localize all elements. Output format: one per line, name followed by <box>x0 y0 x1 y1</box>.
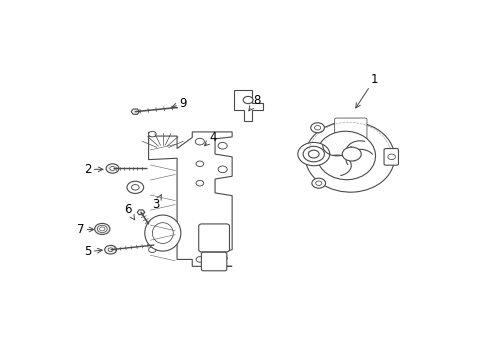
Circle shape <box>148 131 156 137</box>
Circle shape <box>131 185 139 190</box>
Circle shape <box>316 181 322 185</box>
Circle shape <box>309 150 319 158</box>
Circle shape <box>99 227 105 231</box>
Circle shape <box>196 257 204 262</box>
Text: 5: 5 <box>84 245 102 258</box>
Text: 6: 6 <box>124 203 135 220</box>
Circle shape <box>95 223 110 234</box>
Circle shape <box>98 225 107 233</box>
Text: 2: 2 <box>84 163 103 176</box>
Polygon shape <box>148 132 232 266</box>
Text: 1: 1 <box>356 73 378 108</box>
Circle shape <box>108 248 113 252</box>
Circle shape <box>196 138 204 145</box>
Text: 7: 7 <box>77 223 94 236</box>
Circle shape <box>218 143 227 149</box>
Circle shape <box>196 161 204 167</box>
FancyBboxPatch shape <box>335 118 367 144</box>
Circle shape <box>106 164 119 173</box>
Polygon shape <box>234 90 263 121</box>
Circle shape <box>218 255 227 261</box>
Circle shape <box>315 126 320 130</box>
Circle shape <box>311 123 324 133</box>
Circle shape <box>243 96 253 104</box>
Circle shape <box>312 178 325 188</box>
Circle shape <box>105 246 117 254</box>
Text: 8: 8 <box>249 94 261 111</box>
FancyBboxPatch shape <box>201 252 227 271</box>
Circle shape <box>303 146 324 162</box>
Circle shape <box>218 166 227 173</box>
Text: 3: 3 <box>152 195 161 211</box>
Circle shape <box>110 167 115 171</box>
FancyBboxPatch shape <box>199 224 229 252</box>
Circle shape <box>127 181 144 193</box>
Circle shape <box>342 147 361 161</box>
Ellipse shape <box>305 122 394 192</box>
Text: 4: 4 <box>204 131 217 146</box>
Circle shape <box>298 143 330 166</box>
Circle shape <box>148 247 156 252</box>
Ellipse shape <box>152 223 173 243</box>
Circle shape <box>388 154 395 159</box>
Ellipse shape <box>317 131 375 180</box>
Ellipse shape <box>145 215 181 251</box>
FancyBboxPatch shape <box>384 149 398 165</box>
Text: 9: 9 <box>172 97 187 110</box>
Circle shape <box>196 180 204 186</box>
